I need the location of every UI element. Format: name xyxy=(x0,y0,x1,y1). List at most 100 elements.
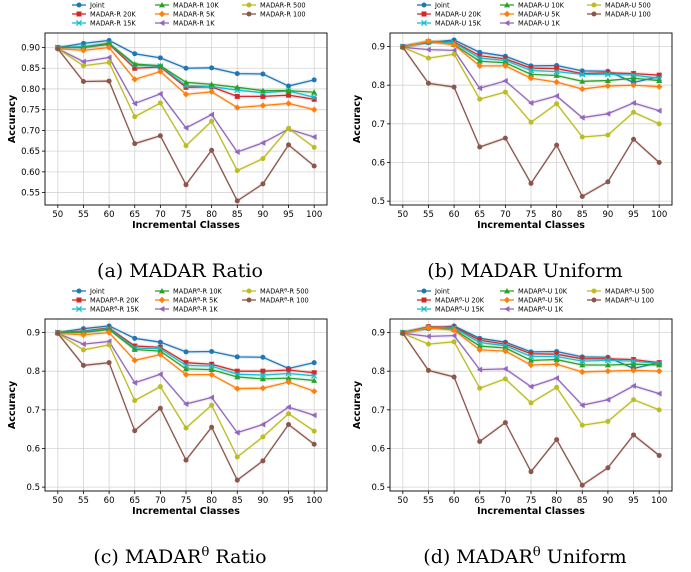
legend-label-part: -R 100 xyxy=(287,296,309,304)
legend-label-part: MADAR xyxy=(518,287,543,295)
data-point xyxy=(234,385,241,392)
data-point xyxy=(55,46,61,52)
data-point xyxy=(310,388,318,395)
legend-swatch-marker xyxy=(246,2,252,8)
legend-label: MADARθ-U 15K xyxy=(435,305,485,314)
x-tick-label: 85 xyxy=(577,496,588,506)
data-point xyxy=(234,104,241,111)
data-point xyxy=(604,110,611,117)
x-tick-label-part: 90 xyxy=(257,210,268,220)
panel-caption: (c) MADARθ Ratio xyxy=(93,545,266,569)
panel-caption-part: Ratio xyxy=(209,546,266,568)
legend-swatch-marker xyxy=(420,19,428,27)
legend-label-part: -U 500 xyxy=(632,287,654,295)
data-point xyxy=(259,421,266,428)
data-point xyxy=(157,348,164,354)
data-point xyxy=(106,360,112,366)
data-point xyxy=(209,118,215,124)
x-tick-label-part: 55 xyxy=(78,210,89,220)
legend-swatch-marker xyxy=(75,305,83,313)
legend-label: MADARθ-R 10K xyxy=(173,287,223,296)
data-point xyxy=(630,99,636,106)
x-tick-label-part: 75 xyxy=(526,210,537,220)
data-point xyxy=(605,179,611,185)
data-point xyxy=(605,132,611,138)
data-point xyxy=(131,357,138,364)
data-point xyxy=(208,111,215,118)
data-point xyxy=(106,326,113,332)
data-point xyxy=(105,329,113,336)
legend-label-part: -U 100 xyxy=(632,296,654,304)
data-point xyxy=(209,348,215,354)
data-point xyxy=(477,53,483,59)
legend-label-part: MADAR-R 5K xyxy=(173,10,215,18)
y-tick-label-part: 0.85 xyxy=(21,64,40,74)
data-point xyxy=(208,366,215,373)
chart-panel: 0.5 0.6 0.7 0.8 0.9 50 55 60 65 70 75 80 85 90 95 100 In… xyxy=(7,287,328,517)
data-point xyxy=(260,71,266,77)
data-point xyxy=(311,163,317,169)
x-tick-label: 90 xyxy=(257,496,268,506)
data-point xyxy=(477,385,483,391)
data-point xyxy=(157,90,163,97)
data-point xyxy=(259,371,266,379)
y-tick-label-part: 0.60 xyxy=(21,168,40,178)
legend-label-part: -R 20K xyxy=(117,296,139,304)
series xyxy=(54,329,318,395)
data-point xyxy=(477,337,483,343)
legend-swatch-marker xyxy=(75,19,83,27)
data-point xyxy=(311,377,318,383)
data-point xyxy=(451,84,457,90)
data-point xyxy=(234,148,240,155)
legend-label: MADAR-U 15K xyxy=(435,19,482,27)
legend-label: MADARθ-U 1K xyxy=(518,305,564,314)
x-tick-label-part: 55 xyxy=(423,210,434,220)
data-point xyxy=(183,65,189,71)
data-point xyxy=(285,375,292,381)
data-point xyxy=(157,339,163,345)
y-tick-label: 0.8 xyxy=(26,367,40,377)
data-point xyxy=(579,368,586,376)
data-point xyxy=(182,91,190,98)
chart-panel: 0.5 0.6 0.7 0.8 0.9 50 55 60 65 70 75 80 85 90 95 100 In… xyxy=(352,1,673,231)
x-tick-label: 90 xyxy=(602,210,613,220)
x-tick-label-part: 50 xyxy=(52,210,63,220)
data-point xyxy=(286,422,292,428)
data-point xyxy=(131,346,138,352)
data-point xyxy=(425,80,431,86)
legend-label: MADAR-R 15K xyxy=(90,19,136,27)
y-tick-label-part: 0.6 xyxy=(371,444,385,454)
data-point xyxy=(579,114,585,121)
data-point xyxy=(285,378,292,386)
data-point xyxy=(655,83,663,90)
data-point xyxy=(234,454,240,460)
data-point xyxy=(425,37,432,45)
legend-label-part: θ xyxy=(197,305,200,311)
panel-caption-part: Uniform xyxy=(541,546,627,568)
y-tick-label-part: 0.90 xyxy=(21,44,40,54)
y-tick-label: 0.8 xyxy=(371,367,385,377)
x-tick-label-part: 100 xyxy=(651,496,667,506)
y-tick-label-part: 0.65 xyxy=(21,147,40,157)
data-point xyxy=(234,373,241,380)
legend-swatch-marker xyxy=(591,297,597,303)
x-axis-label: Incremental Classes xyxy=(132,220,240,231)
data-point xyxy=(132,114,138,120)
legend-swatch-marker xyxy=(591,11,597,17)
data-point xyxy=(579,422,585,428)
data-point xyxy=(554,384,560,390)
y-tick-label: 0.7 xyxy=(26,406,40,416)
data-point xyxy=(528,357,534,363)
y-axis-label: Accuracy xyxy=(7,380,18,429)
x-tick-label: 60 xyxy=(104,210,115,220)
legend-label-part: MADAR xyxy=(435,296,460,304)
data-point xyxy=(631,357,637,363)
y-axis-label-part: Accuracy xyxy=(352,380,363,429)
data-point xyxy=(311,412,317,419)
data-point xyxy=(105,44,113,51)
legend-label-part: MADAR xyxy=(90,296,115,304)
data-point xyxy=(285,87,292,94)
x-tick-label: 75 xyxy=(526,496,537,506)
x-tick-label-part: 100 xyxy=(306,210,322,220)
